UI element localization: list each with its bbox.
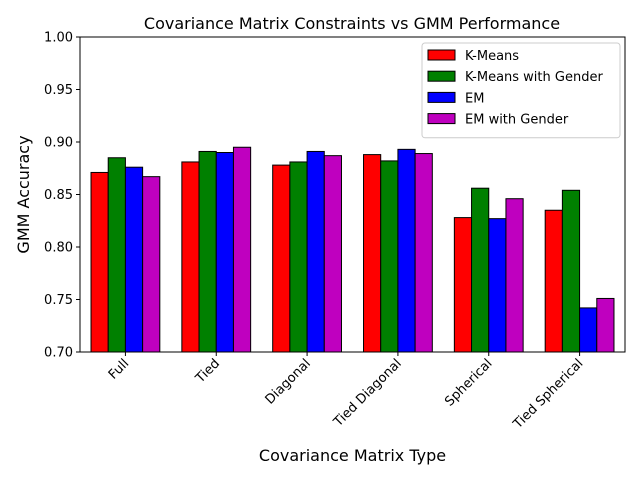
y-tick-label: 0.85 xyxy=(44,188,73,203)
legend-swatch xyxy=(427,91,456,103)
bar-1-4 xyxy=(363,154,382,353)
bar-3-2 xyxy=(215,152,234,353)
bar-2-1 xyxy=(107,157,126,353)
x-axis-label: Covariance Matrix Type xyxy=(259,446,446,465)
legend-swatch xyxy=(427,113,456,125)
legend-box xyxy=(421,42,621,139)
chart-title: Covariance Matrix Constraints vs GMM Per… xyxy=(144,14,560,33)
y-tick-label: 0.70 xyxy=(44,346,73,361)
x-axis: Full Tied Diagonal Tied Diagonal Spherical Ti… xyxy=(106,352,586,433)
x-tick-label: Tied Diagonal xyxy=(330,356,404,430)
bar-4-4 xyxy=(414,153,433,353)
legend: K-Means K-Means with Gender EM EM with Gend… xyxy=(421,42,621,139)
y-tick-label: 0.95 xyxy=(44,83,73,98)
bar-1-1 xyxy=(90,171,109,353)
bar-2-2 xyxy=(198,150,217,353)
y-tick-label: 0.90 xyxy=(44,136,73,151)
bar-4-6 xyxy=(596,297,615,353)
bar-2-4 xyxy=(380,160,399,353)
bar-2-5 xyxy=(471,187,490,353)
bar-4-1 xyxy=(142,176,161,353)
legend-entry-label: K-Means with Gender xyxy=(465,70,603,85)
x-tick-label: Tied Spherical xyxy=(510,356,586,432)
bar-4-5 xyxy=(505,198,524,353)
y-axis-label: GMM Accuracy xyxy=(14,135,33,253)
x-tick-label: Spherical xyxy=(442,356,495,409)
y-axis: 0.70 0.75 0.80 0.85 0.90 0.95 1.00 xyxy=(44,31,80,361)
bar-3-6 xyxy=(579,307,598,353)
bar-2-3 xyxy=(289,161,308,353)
legend-swatch xyxy=(427,70,456,82)
y-tick-label: 0.80 xyxy=(44,241,73,256)
bar-3-3 xyxy=(306,150,325,353)
bar-2-6 xyxy=(561,189,581,353)
x-tick-label: Diagonal xyxy=(263,356,314,407)
bar-4-3 xyxy=(323,155,342,353)
bar-1-2 xyxy=(181,161,200,353)
bar-1-5 xyxy=(453,217,473,353)
legend-entry-label: K-Means xyxy=(465,49,519,64)
x-tick-label: Tied xyxy=(192,356,223,387)
y-tick-label: 1.00 xyxy=(44,31,73,46)
y-tick-label: 0.75 xyxy=(44,293,73,308)
bars-group xyxy=(90,146,615,353)
legend-entry-label: EM xyxy=(465,91,484,106)
bar-3-1 xyxy=(124,166,144,353)
x-tick-label: Full xyxy=(106,356,132,382)
bar-3-5 xyxy=(488,218,507,353)
bar-1-6 xyxy=(544,209,563,353)
legend-swatch xyxy=(427,49,456,61)
bar-3-4 xyxy=(397,148,416,353)
bar-1-3 xyxy=(272,164,291,353)
legend-entry-label: EM with Gender xyxy=(465,113,569,128)
bar-4-2 xyxy=(232,146,252,353)
